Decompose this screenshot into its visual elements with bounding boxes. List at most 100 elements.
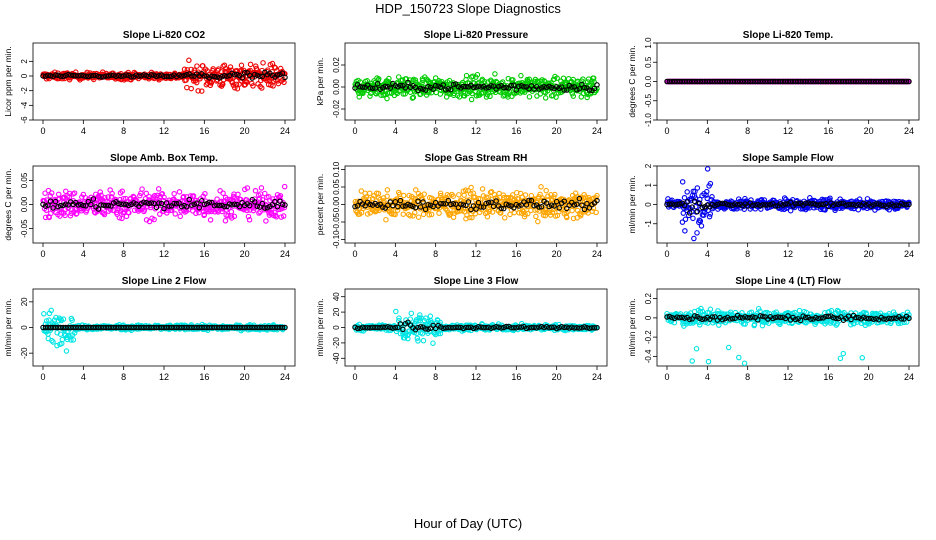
data-point [384, 187, 391, 193]
hourly-point [88, 201, 94, 208]
hourly-point [95, 206, 102, 212]
hourly-point [686, 210, 693, 216]
hourly-point [143, 324, 150, 331]
x-tick-label: 12 [783, 126, 793, 136]
hourly-point [50, 205, 56, 211]
data-point [682, 216, 689, 223]
data-point [407, 213, 413, 219]
hourly-point [883, 78, 890, 85]
data-point [681, 194, 688, 201]
data-point [210, 66, 216, 72]
hourly-point [387, 85, 394, 91]
hourly-point [387, 324, 394, 331]
hourly-point [259, 324, 266, 331]
hourly-point [574, 201, 580, 207]
hourly-point [893, 78, 900, 85]
data-point [415, 318, 421, 324]
x-tick-label: 20 [864, 249, 874, 259]
hourly-point [201, 324, 208, 331]
hourly-point [151, 200, 157, 207]
hourly-point [80, 202, 87, 209]
hourly-point [569, 84, 575, 90]
hourly-point [143, 199, 150, 206]
hourly-point [206, 199, 213, 206]
hourly-point [528, 197, 535, 204]
data-point [195, 88, 201, 94]
x-tick-label: 8 [433, 249, 438, 259]
hourly-point [199, 324, 205, 331]
panel-title: Slope Li-820 CO2 [123, 30, 206, 41]
data-point [282, 70, 288, 77]
data-point [553, 94, 559, 100]
hourly-point [828, 78, 834, 85]
hourly-point [206, 324, 213, 331]
x-tick-label: 0 [664, 372, 669, 382]
data-point [419, 330, 426, 337]
hourly-point [896, 78, 902, 85]
hourly-point [453, 201, 459, 207]
hourly-point [526, 197, 532, 204]
hourly-point [221, 203, 228, 210]
hourly-point [551, 203, 557, 209]
y-axis-label: ml/min per min. [627, 298, 637, 356]
data-point [470, 73, 476, 79]
data-point [694, 230, 700, 236]
hourly-point [903, 202, 910, 208]
hourly-point [171, 200, 177, 207]
hourly-point [830, 78, 837, 85]
data-point [412, 324, 419, 330]
hourly-point [156, 324, 162, 331]
hourly-point [893, 202, 900, 208]
x-tick-label: 16 [511, 372, 521, 382]
hourly-point [787, 199, 794, 206]
hourly-point [153, 73, 160, 80]
hourly-point [450, 325, 457, 331]
hourly-point [666, 78, 673, 85]
data-point [419, 196, 426, 203]
hourly-point [257, 73, 263, 80]
hourly-point [425, 202, 431, 208]
hourly-point [176, 324, 182, 331]
hourly-point [395, 324, 401, 331]
y-tick-label: 1.0 [644, 37, 653, 49]
hourly-point [853, 78, 859, 85]
hourly-point [475, 83, 482, 90]
data-point [432, 331, 439, 338]
hourly-point [123, 324, 129, 331]
hourly-point [707, 78, 713, 85]
hourly-point [855, 78, 862, 85]
hourly-point [493, 198, 499, 204]
hourly-point [548, 324, 555, 331]
data-point [141, 207, 148, 213]
hourly-point [70, 72, 77, 79]
hourly-point [201, 73, 208, 79]
hourly-point [498, 325, 504, 331]
data-point [502, 215, 508, 221]
hourly-point [734, 202, 741, 208]
data-point [215, 66, 222, 72]
hourly-point [108, 72, 114, 79]
hourly-point [397, 321, 404, 327]
x-tick-label: 4 [705, 372, 710, 382]
hourly-point [785, 78, 791, 85]
hourly-point [566, 325, 573, 331]
y-tick-label: 0.02 [332, 57, 341, 73]
hourly-point [516, 203, 522, 209]
hourly-point [123, 72, 129, 78]
hourly-point [835, 78, 842, 85]
hourly-point [279, 201, 286, 207]
hourly-point [681, 202, 688, 209]
data-point [50, 339, 56, 345]
hourly-point [734, 78, 741, 85]
hourly-point [113, 324, 119, 331]
hourly-point [584, 324, 590, 331]
hourly-point [898, 78, 905, 85]
panel-title: Slope Sample Flow [742, 153, 833, 164]
hourly-point [901, 78, 907, 85]
hourly-point [442, 87, 449, 93]
hourly-point [153, 324, 160, 331]
data-point [200, 63, 206, 69]
data-point [725, 344, 732, 351]
hourly-point [191, 324, 198, 331]
